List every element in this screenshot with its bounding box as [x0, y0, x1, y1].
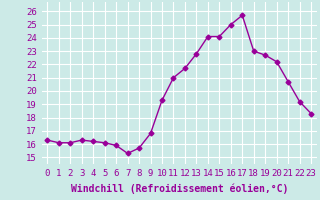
X-axis label: Windchill (Refroidissement éolien,°C): Windchill (Refroidissement éolien,°C)	[70, 183, 288, 194]
